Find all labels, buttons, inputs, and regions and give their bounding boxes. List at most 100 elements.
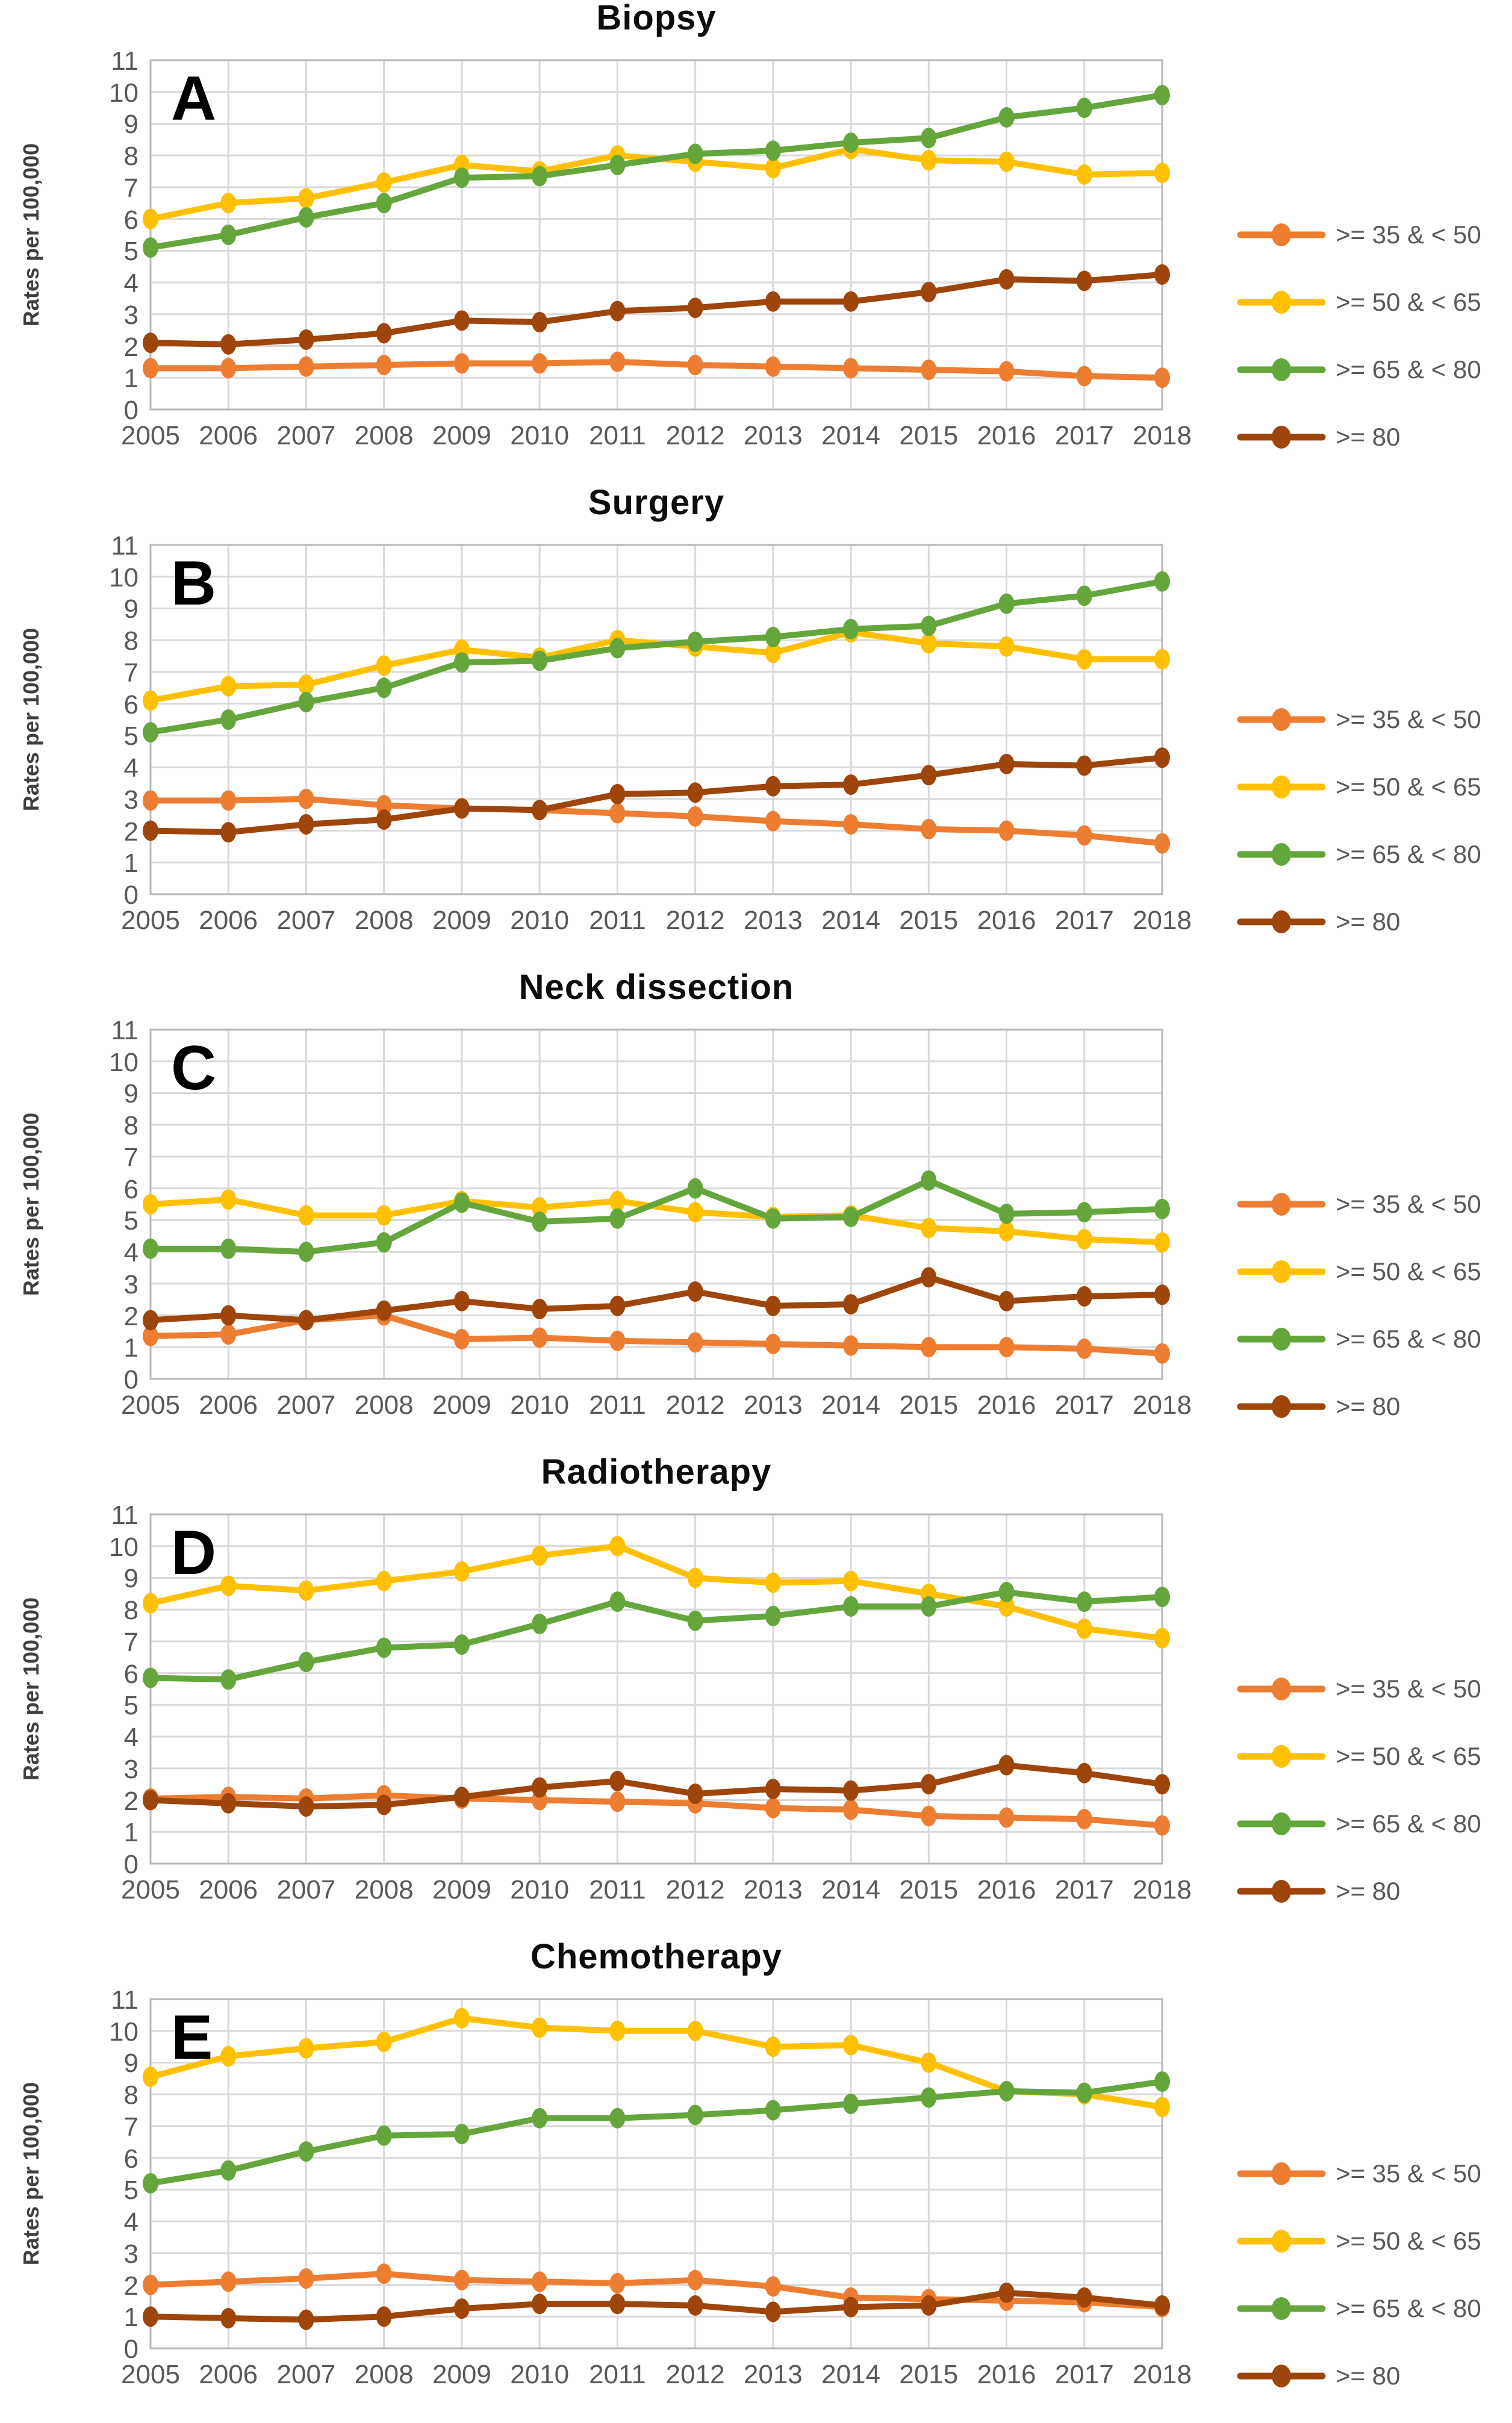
x-tick-label: 2007 (276, 421, 336, 450)
panel-radiotherapy: Radiotherapy D Rates per 100,000 >= 35 &… (0, 1452, 1512, 1939)
y-tick-label: 6 (123, 689, 138, 720)
y-tick-label: 10 (109, 2017, 138, 2047)
y-tick-label: 5 (123, 2176, 138, 2206)
legend-label-50-65: >= 50 & < 65 (1336, 2227, 1481, 2255)
y-tick-label: 7 (123, 2112, 138, 2142)
y-tick-label: 7 (123, 658, 138, 688)
legend-label-80-plus: >= 80 (1336, 907, 1401, 936)
y-tick-label: 0 (123, 396, 138, 425)
x-tick-label: 2009 (432, 421, 491, 450)
x-tick-label: 2012 (665, 421, 725, 450)
x-tick-label: 2013 (743, 2360, 803, 2389)
y-tick-label: 5 (123, 1691, 138, 1721)
y-tick-label: 9 (123, 1564, 138, 1594)
panel-letter-d: D (171, 1518, 217, 1588)
x-tick-label: 2011 (589, 1875, 646, 1905)
x-tick-label: 2008 (354, 2360, 414, 2389)
x-tick-label: 2005 (121, 906, 180, 935)
legend-label-80-plus: >= 80 (1336, 423, 1401, 451)
line-chart-neck-dissection (143, 1028, 1326, 1418)
x-tick-label: 2016 (977, 2360, 1036, 2389)
y-tick-label: 8 (123, 142, 138, 172)
y-tick-label: 2 (123, 816, 138, 847)
chart-title-radiotherapy: Radiotherapy (541, 1452, 772, 1491)
y-tick-label: 2 (123, 332, 138, 362)
x-tick-label: 2005 (121, 1390, 180, 1420)
legend-label-65-80: >= 65 & < 80 (1336, 2294, 1481, 2322)
x-tick-label: 2008 (354, 1390, 414, 1420)
x-tick-label: 2008 (354, 906, 414, 935)
y-tick-label: 0 (123, 880, 138, 910)
x-tick-label: 2014 (821, 906, 880, 935)
y-tick-label: 11 (111, 1501, 138, 1530)
y-tick-label: 4 (123, 2207, 138, 2238)
x-tick-label: 2015 (899, 906, 959, 935)
x-tick-label: 2014 (821, 1390, 880, 1420)
x-tick-label: 2015 (899, 1390, 959, 1420)
x-tick-label: 2007 (276, 1875, 336, 1905)
x-tick-label: 2006 (199, 1390, 258, 1420)
x-tick-label: 2007 (276, 906, 336, 935)
chart-title-biopsy: Biopsy (596, 0, 717, 37)
x-tick-label: 2015 (899, 2360, 959, 2389)
panel-chemotherapy: Chemotherapy E Rates per 100,000 >= 35 &… (0, 1937, 1512, 2423)
y-tick-label: 11 (111, 1016, 138, 1045)
legend-label-65-80: >= 65 & < 80 (1336, 355, 1481, 384)
x-tick-label: 2010 (510, 2360, 570, 2389)
y-tick-label: 1 (123, 1818, 138, 1848)
x-tick-label: 2008 (354, 1875, 414, 1905)
y-tick-label: 7 (123, 1627, 138, 1657)
legend-label-35-50: >= 35 & < 50 (1336, 705, 1481, 733)
panel-letter-e: E (171, 2003, 213, 2073)
x-tick-label: 2014 (821, 1875, 880, 1905)
y-tick-label: 10 (109, 78, 138, 108)
y-tick-label: 6 (123, 1659, 138, 1689)
x-tick-label: 2013 (743, 421, 803, 450)
y-tick-label: 4 (123, 1723, 138, 1753)
y-tick-label: 6 (123, 1174, 138, 1204)
y-tick-label: 8 (123, 1111, 138, 1141)
legend-label-50-65: >= 50 & < 65 (1336, 773, 1481, 801)
legend-label-35-50: >= 35 & < 50 (1336, 2159, 1481, 2188)
y-tick-label: 9 (123, 110, 138, 140)
y-tick-label: 1 (123, 2303, 138, 2333)
y-tick-label: 11 (111, 531, 138, 561)
x-tick-label: 2011 (589, 421, 646, 450)
x-tick-label: 2015 (899, 1875, 959, 1905)
x-tick-label: 2010 (510, 906, 570, 935)
x-tick-label: 2012 (665, 2360, 725, 2389)
x-tick-label: 2007 (276, 1390, 336, 1420)
x-tick-label: 2011 (589, 906, 646, 935)
x-tick-label: 2014 (821, 2360, 880, 2389)
x-tick-label: 2018 (1133, 906, 1192, 935)
y-axis-title: Rates per 100,000 (19, 143, 43, 327)
line-chart-biopsy (143, 59, 1326, 449)
panel-neck-dissection: Neck dissection C Rates per 100,000 >= 3… (0, 968, 1512, 1454)
y-tick-label: 4 (123, 269, 138, 299)
x-tick-label: 2018 (1133, 1390, 1192, 1420)
x-tick-label: 2016 (977, 906, 1036, 935)
x-tick-label: 2017 (1054, 1390, 1114, 1420)
y-tick-label: 2 (123, 2271, 138, 2301)
chart-title-chemotherapy: Chemotherapy (530, 1937, 783, 1976)
y-axis-title: Rates per 100,000 (19, 1112, 43, 1296)
y-axis-title: Rates per 100,000 (19, 1597, 43, 1781)
y-tick-label: 5 (123, 721, 138, 751)
panel-surgery: Surgery B Rates per 100,000 >= 35 & < 50… (0, 483, 1512, 969)
y-tick-label: 10 (109, 562, 138, 593)
y-tick-label: 0 (123, 1365, 138, 1395)
y-tick-label: 2 (123, 1786, 138, 1816)
legend-label-50-65: >= 50 & < 65 (1336, 1742, 1481, 1770)
panel-letter-c: C (171, 1033, 217, 1103)
y-tick-label: 7 (123, 1142, 138, 1172)
y-tick-label: 8 (123, 1596, 138, 1626)
y-axis-title: Rates per 100,000 (19, 627, 43, 812)
x-tick-label: 2016 (977, 421, 1036, 450)
x-tick-label: 2010 (510, 1875, 570, 1905)
line-chart-chemotherapy (143, 1998, 1326, 2387)
x-tick-label: 2006 (199, 1875, 258, 1905)
x-tick-label: 2009 (432, 1875, 491, 1905)
y-tick-label: 2 (123, 1301, 138, 1331)
y-tick-label: 1 (123, 364, 138, 394)
